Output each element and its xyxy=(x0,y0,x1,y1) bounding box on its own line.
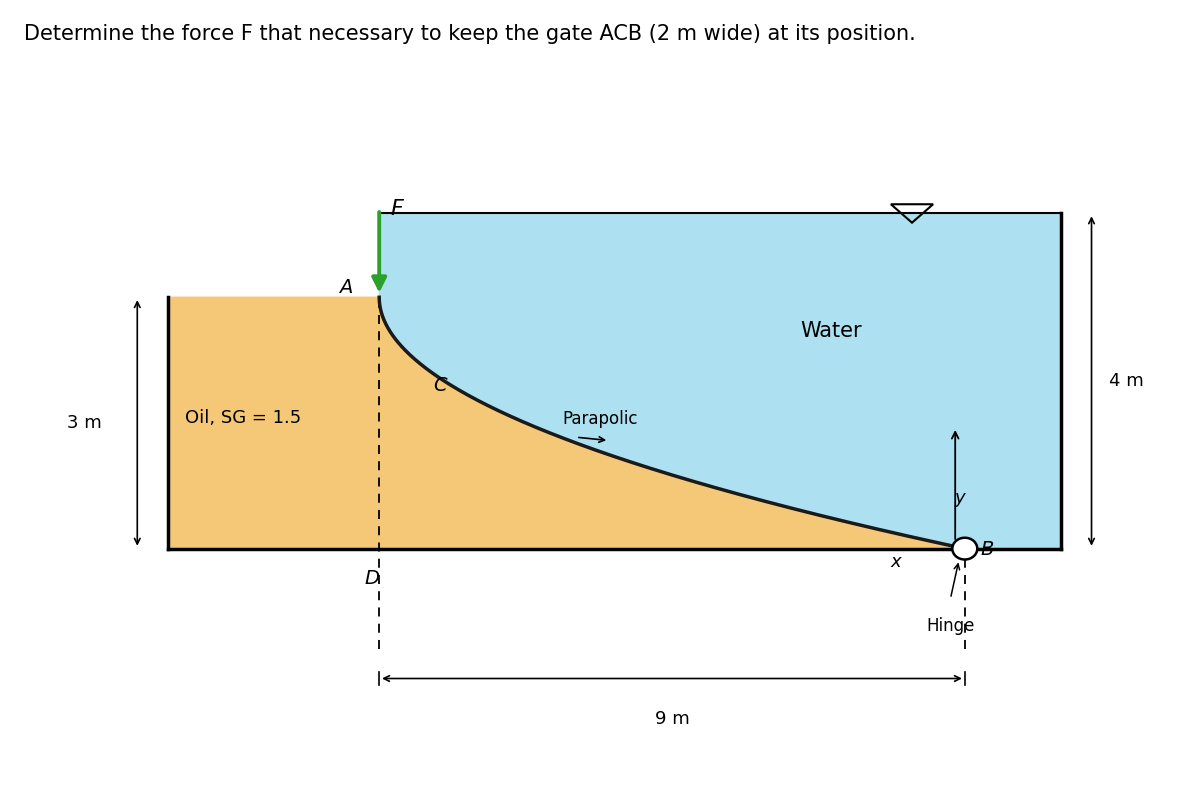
Text: C: C xyxy=(433,376,446,395)
Text: y: y xyxy=(955,488,965,507)
Polygon shape xyxy=(379,213,1061,549)
Text: Hinge: Hinge xyxy=(926,618,974,635)
Text: Determine the force F that necessary to keep the gate ACB (2 m wide) at its posi: Determine the force F that necessary to … xyxy=(24,24,916,44)
Text: 3 m: 3 m xyxy=(67,414,102,432)
Text: A: A xyxy=(338,278,353,297)
Text: 4 m: 4 m xyxy=(1109,372,1144,390)
Text: F: F xyxy=(391,200,403,219)
Text: 9 m: 9 m xyxy=(655,710,689,729)
Text: x: x xyxy=(890,553,901,571)
Text: D: D xyxy=(365,569,379,588)
Text: Oil, SG = 1.5: Oil, SG = 1.5 xyxy=(185,409,301,427)
Text: Water: Water xyxy=(800,321,862,341)
Polygon shape xyxy=(168,298,965,549)
Circle shape xyxy=(953,538,977,559)
Text: Parapolic: Parapolic xyxy=(563,409,637,428)
Text: B: B xyxy=(980,540,994,559)
